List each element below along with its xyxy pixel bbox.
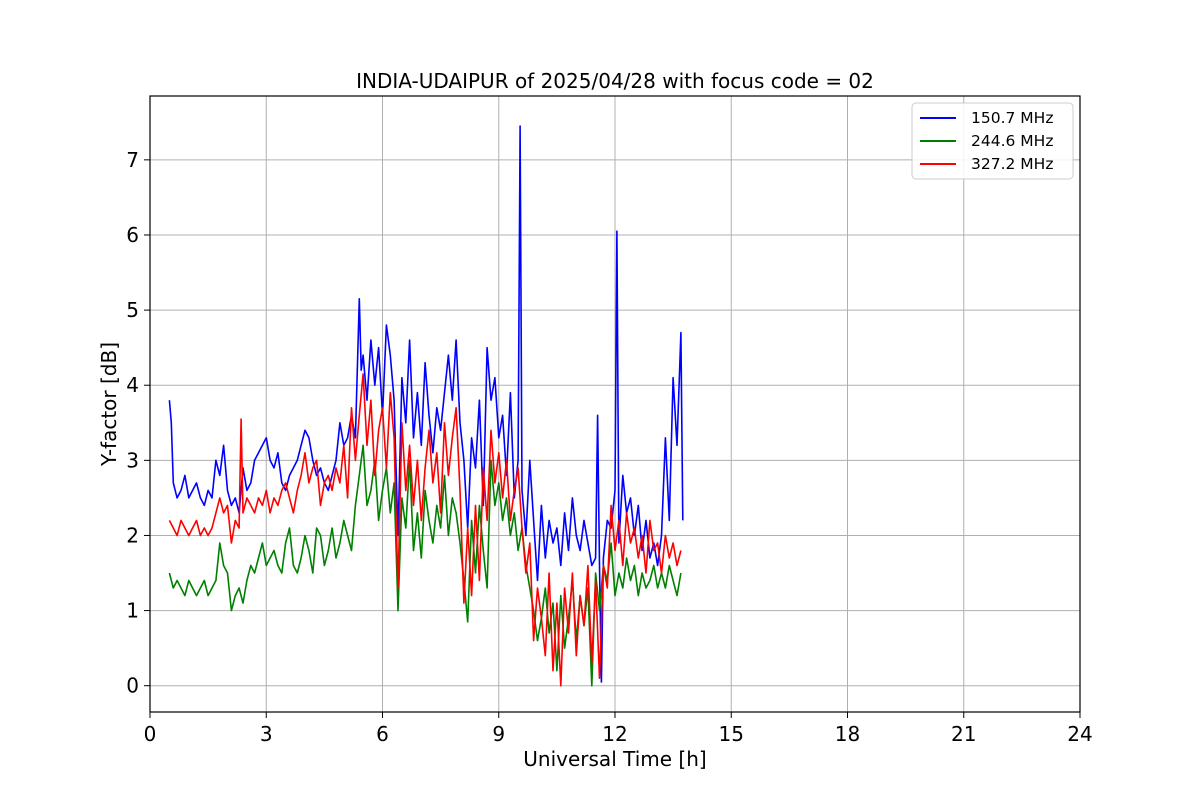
legend-label-2: 327.2 MHz [971,155,1053,173]
y-tick-label: 0 [126,674,139,698]
chart-title: INDIA-UDAIPUR of 2025/04/28 with focus c… [356,69,874,93]
y-tick-label: 1 [126,599,139,623]
x-tick-label: 18 [835,722,860,746]
legend-box [911,102,1074,180]
legend: 150.7 MHz 244.6 MHz 327.2 MHz [911,102,1074,180]
x-tick-label: 15 [719,722,744,746]
x-axis-label: Universal Time [h] [523,747,706,771]
x-tick-label: 24 [1067,722,1092,746]
y-tick-label: 7 [126,148,139,172]
y-tick-label: 2 [126,523,139,547]
series-line-0 [168,125,684,683]
series-layer [168,125,684,687]
legend-label-0: 150.7 MHz [971,109,1053,127]
series-line-1 [168,444,682,687]
y-tick-label: 3 [126,448,139,472]
x-tick-label: 12 [602,722,627,746]
x-tick-label: 9 [492,722,505,746]
y-axis-label: Y-factor [dB] [97,342,121,467]
x-tick-label: 0 [144,722,157,746]
x-tick-label: 21 [951,722,976,746]
legend-label-1: 244.6 MHz [971,132,1053,150]
y-tick-label: 4 [126,373,139,397]
y-tick-label: 6 [126,223,139,247]
series-line-2 [168,373,682,687]
y-tick-label: 5 [126,298,139,322]
x-tick-label: 3 [260,722,273,746]
x-tick-label: 6 [376,722,389,746]
